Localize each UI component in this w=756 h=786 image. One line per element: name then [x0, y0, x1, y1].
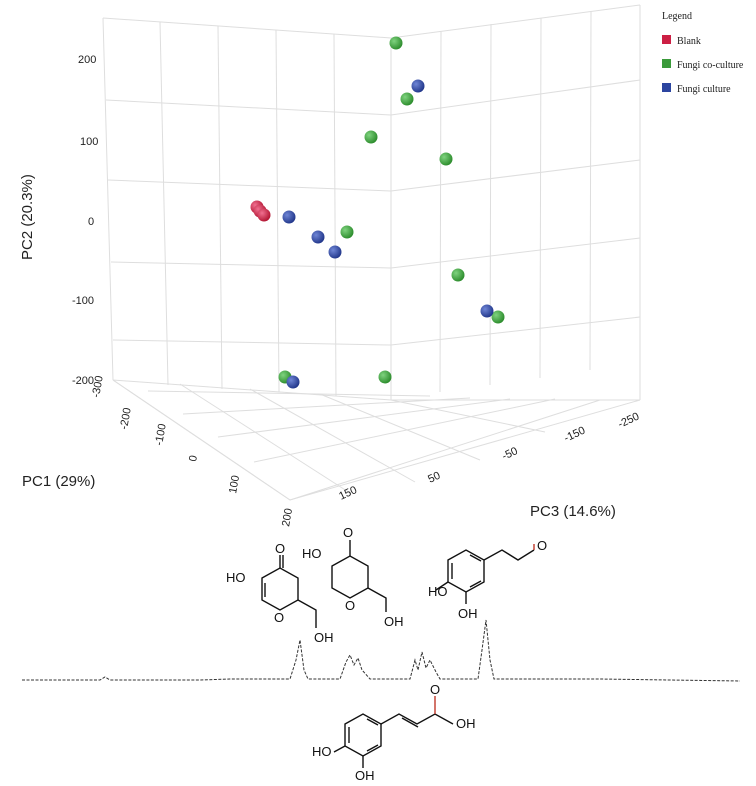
- chem-label: OH: [355, 768, 375, 783]
- z-tick: -250: [616, 411, 641, 431]
- legend: Legend Blank Fungi co-culture Fungi cult…: [662, 11, 744, 95]
- data-point-fungi-culture: [286, 375, 300, 389]
- chem-label: O: [275, 541, 285, 556]
- chem-label: O: [537, 538, 547, 553]
- legend-title: Legend: [662, 11, 692, 22]
- chem-label: OH: [458, 606, 478, 621]
- structure-1: HO O O OH: [226, 541, 334, 645]
- y-axis-ticks: 200 100 0 -100 -200: [72, 54, 98, 387]
- data-point-fungi-co-culture: [340, 225, 354, 239]
- legend-label-culture: Fungi culture: [677, 84, 731, 95]
- y-tick: 100: [80, 136, 98, 148]
- x-tick: -200: [118, 407, 134, 431]
- x-tick: 100: [227, 474, 242, 494]
- structure-3: O HO OH: [428, 538, 547, 621]
- data-point-fungi-culture: [311, 230, 325, 244]
- chromatogram-trace: [22, 619, 741, 682]
- data-point-fungi-co-culture: [439, 152, 453, 166]
- z-tick: -50: [500, 445, 519, 463]
- back-wall-grid: [102, 4, 641, 501]
- chem-label: O: [345, 598, 355, 613]
- x-tick: 0: [187, 454, 200, 462]
- y-tick: 0: [88, 216, 94, 228]
- chem-label: O: [343, 525, 353, 540]
- data-point-fungi-co-culture: [378, 370, 392, 384]
- structure-4: O OH HO OH: [312, 682, 476, 783]
- data-points: [250, 36, 505, 389]
- data-point-fungi-culture: [282, 210, 296, 224]
- chem-label: OH: [314, 630, 334, 645]
- z-tick: -150: [562, 425, 587, 445]
- z-axis-ticks: 150 50 -50 -150 -250: [337, 411, 641, 503]
- data-point-fungi-co-culture: [364, 130, 378, 144]
- y-tick: 200: [78, 54, 96, 66]
- chem-label: O: [274, 610, 284, 625]
- data-point-fungi-culture: [328, 245, 342, 259]
- y-tick: -100: [72, 295, 94, 307]
- z-axis-title: PC3 (14.6%): [530, 503, 616, 520]
- x-axis-ticks: -300 -200 -100 0 100 200: [90, 375, 295, 528]
- chem-label: HO: [226, 570, 246, 585]
- legend-swatch-blank: [662, 35, 671, 44]
- chem-label: HO: [428, 584, 448, 599]
- data-point-fungi-culture: [411, 79, 425, 93]
- z-tick: 50: [426, 470, 442, 486]
- data-point-fungi-culture: [480, 304, 494, 318]
- data-point-fungi-co-culture: [400, 92, 414, 106]
- chem-label: O: [430, 682, 440, 697]
- legend-swatch-culture: [662, 83, 671, 92]
- chem-label: OH: [384, 614, 404, 629]
- data-point-fungi-co-culture: [389, 36, 403, 50]
- structure-2: HO O O OH: [302, 525, 404, 629]
- y-axis-title: PC2 (20.3%): [19, 174, 36, 260]
- x-tick: -300: [90, 375, 106, 399]
- data-point-fungi-co-culture: [491, 310, 505, 324]
- x-axis-title: PC1 (29%): [22, 473, 95, 490]
- chem-label: HO: [302, 546, 322, 561]
- chem-label: OH: [456, 716, 476, 731]
- data-point-blank: [257, 208, 271, 222]
- data-point-fungi-co-culture: [451, 268, 465, 282]
- legend-swatch-co-culture: [662, 59, 671, 68]
- y-tick: -200: [72, 375, 94, 387]
- x-tick: -100: [153, 423, 169, 447]
- legend-label-co-culture: Fungi co-culture: [677, 60, 744, 71]
- chem-label: HO: [312, 744, 332, 759]
- x-tick: 200: [280, 507, 295, 527]
- legend-label-blank: Blank: [677, 36, 701, 47]
